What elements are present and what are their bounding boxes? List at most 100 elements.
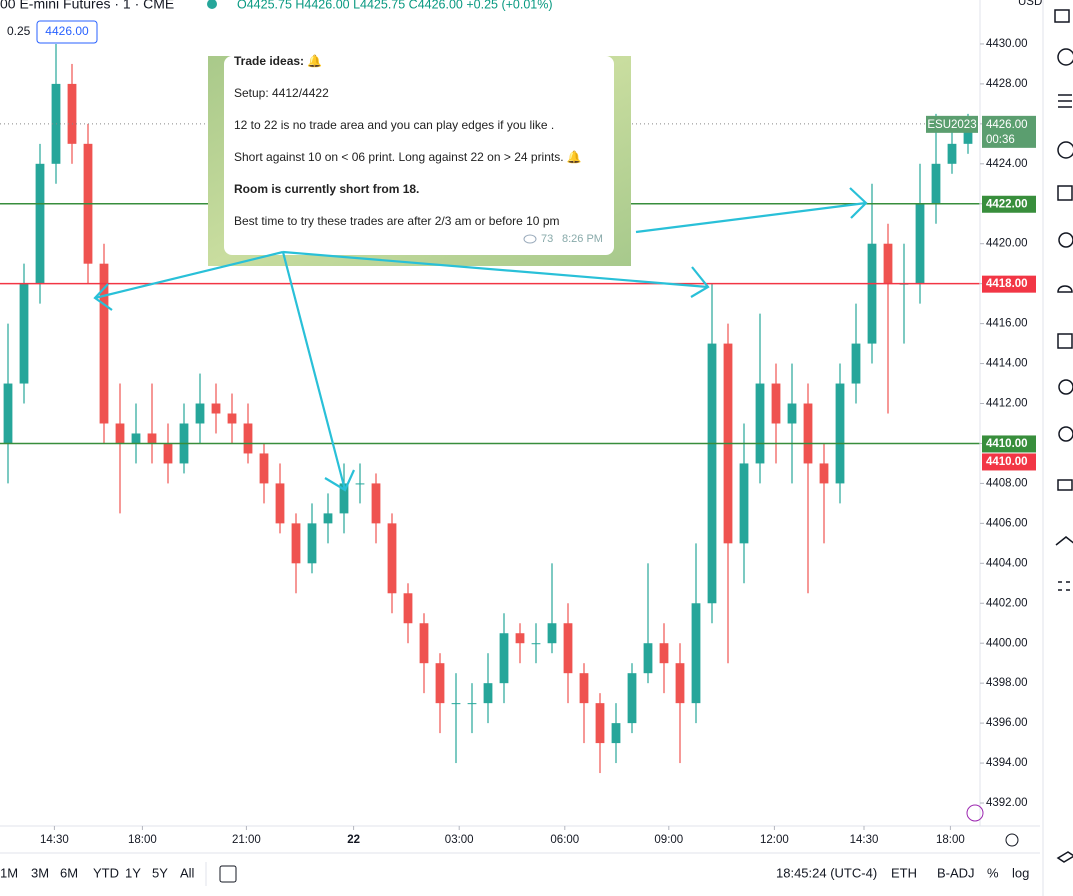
icon-data[interactable] [1058,94,1072,108]
candle-body [371,483,381,524]
bolt-icon[interactable] [966,804,984,822]
candle-body [35,163,45,284]
range-button[interactable]: All [180,865,195,880]
toolbar-bg [0,853,1040,896]
candle-body [211,403,221,414]
option-button[interactable]: B-ADJ [937,865,975,880]
candle-body [547,623,557,644]
y-tick-label: 4414.00 [986,358,1028,370]
x-tick-label: 22 [347,834,360,846]
candle-body [355,483,365,485]
x-tick-label: 14:30 [850,834,879,846]
icon-chat[interactable] [1057,333,1073,349]
x-tick-label: 14:30 [40,834,69,846]
y-tick-label: 4396.00 [986,717,1028,729]
icon-calendar[interactable] [1057,185,1073,201]
price-line-label-bg [982,435,1036,453]
candle-body [227,413,237,424]
candle-body [483,683,493,704]
y-tick-label: 4430.00 [986,38,1028,50]
currency: USD [1018,0,1042,8]
y-tick-label: 4416.00 [986,318,1028,330]
candle-body [787,403,797,424]
candle-body [403,593,413,624]
candle-body [595,703,605,744]
price-line-label-bg [982,195,1036,213]
candle-body [691,603,701,704]
price-line-label: 4418.00 [986,278,1028,290]
sidebar [1043,0,1073,896]
option-button[interactable]: % [987,865,999,880]
countdown: 00:36 [986,134,1015,146]
candle-body [627,673,637,724]
y-tick-label: 4402.00 [986,597,1028,609]
candle-body [131,433,141,444]
candle-body [515,633,525,644]
candle-body [115,423,125,444]
range-button[interactable]: 6M [60,865,78,880]
price-line-label: 4410.00 [986,456,1028,468]
message-card: Trade ideas: 🔔 Setup: 4412/4422 12 to 22… [208,54,631,266]
y-tick-label: 4408.00 [986,477,1028,489]
icon-replay[interactable] [1058,426,1073,442]
clock: 18:45:24 (UTC-4) [776,865,877,880]
candle-body [643,643,653,674]
candle-body [499,633,509,684]
candle-body [419,623,429,664]
icon-hotlists[interactable] [1057,141,1073,159]
views-icon [523,234,537,244]
range-button[interactable]: 5Y [152,865,168,880]
x-tick-label: 18:00 [936,834,965,846]
option-button[interactable]: log [1012,865,1029,880]
arrow [635,201,867,234]
msg-line: Short against 10 on < 06 print. Long aga… [234,150,582,164]
arrow [94,250,284,300]
last-price-bg [982,115,1036,148]
candle-body [803,403,813,464]
icon-layers[interactable] [1056,851,1073,863]
candle-body [323,513,333,524]
icon-signals[interactable] [1058,379,1073,395]
x-tick-label: 03:00 [445,834,474,846]
icon-more[interactable] [1058,581,1070,591]
candle-body [467,703,477,705]
settings-icon[interactable] [1005,833,1019,847]
range-button[interactable]: YTD [93,865,119,880]
arrow [282,250,709,289]
price-box[interactable] [36,20,98,44]
range-button[interactable]: 1M [0,865,18,880]
candle-body [451,703,461,705]
candle-body [851,343,861,384]
icon-watchlist[interactable] [1054,9,1070,23]
candle-body [275,483,285,524]
range-button[interactable]: 3M [31,865,49,880]
msg-line: 12 to 22 is no trade area and you can pl… [234,118,554,132]
candle-body [99,263,109,424]
x-tick-label: 21:00 [232,834,261,846]
candle-body [739,463,749,544]
range-button[interactable]: 1Y [125,865,141,880]
sidebar-icons [1054,9,1073,863]
candle-body [163,443,173,464]
icon-notify[interactable] [1057,479,1073,491]
y-tick-label: 4400.00 [986,637,1028,649]
arrow-head [93,283,113,311]
icon-streams[interactable] [1057,285,1073,293]
date-range-icon[interactable] [219,865,237,883]
candle-body [611,723,621,744]
icon-alerts[interactable] [1057,48,1073,66]
candle-body [339,483,349,514]
arrow-head [690,266,710,298]
candle-body [755,383,765,464]
msg-line: Best time to try these trades are after … [234,214,560,228]
arrow-head [849,187,868,219]
x-tick-label: 12:00 [760,834,789,846]
option-button[interactable]: ETH [891,865,917,880]
price-box-text: 4426.00 [45,24,89,38]
icon-ideas[interactable] [1058,232,1073,248]
y-tick-label: 4398.00 [986,677,1028,689]
candle-body [819,463,829,484]
candle-body [883,243,893,284]
x-tick-label: 18:00 [128,834,157,846]
